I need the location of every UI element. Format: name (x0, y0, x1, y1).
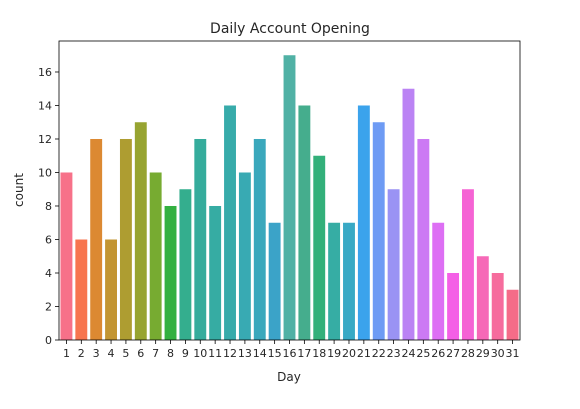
x-tick-label-day-17: 17 (297, 347, 311, 360)
y-tick-label: 4 (45, 267, 52, 280)
bar-day-27 (447, 273, 460, 340)
x-tick-label-day-14: 14 (253, 347, 267, 360)
x-tick-label-day-31: 31 (506, 347, 520, 360)
y-tick-label: 8 (45, 200, 52, 213)
x-tick-label-day-20: 20 (342, 347, 356, 360)
y-axis-label: count (12, 173, 26, 207)
x-tick-label-day-5: 5 (122, 347, 129, 360)
x-tick-label-day-13: 13 (238, 347, 252, 360)
bar-day-20 (343, 222, 355, 340)
bar-day-22 (372, 122, 385, 341)
x-tick-label-day-2: 2 (78, 347, 85, 360)
x-tick-label-day-30: 30 (491, 347, 505, 360)
bar-day-14 (253, 138, 266, 340)
bar-day-23 (387, 189, 400, 340)
x-tick-label-day-28: 28 (461, 347, 475, 360)
bar-day-25 (417, 138, 430, 340)
bar-day-26 (432, 222, 445, 340)
x-tick-label-day-21: 21 (357, 347, 371, 360)
x-tick-label-day-12: 12 (223, 347, 237, 360)
x-axis-ticks: 1 2 3 4 5 6 7 8 9 10 11 12 13 14 15 16 17 18 19 20 21 22 23 24 2… (63, 340, 520, 360)
bar-day-10 (194, 138, 207, 340)
y-tick-label: 2 (45, 301, 52, 314)
chart-title: Daily Account Opening (210, 21, 370, 37)
y-tick-label: 0 (45, 334, 52, 347)
bar-day-16 (283, 55, 296, 341)
x-tick-label-day-4: 4 (108, 347, 115, 360)
bar-day-13 (238, 172, 251, 340)
bar-day-19 (328, 222, 341, 340)
y-tick-label: 14 (38, 99, 52, 112)
bar-day-29 (476, 256, 489, 340)
x-tick-label-day-29: 29 (476, 347, 490, 360)
y-axis-ticks: 0 2 4 6 8 10 12 14 16 (38, 66, 59, 347)
x-tick-label-day-16: 16 (283, 347, 297, 360)
x-axis-label: Day (277, 370, 301, 384)
bar-day-5 (119, 138, 132, 340)
x-tick-label-day-3: 3 (93, 347, 100, 360)
y-tick-label: 16 (38, 66, 52, 79)
bar-day-24 (402, 88, 415, 341)
bar-day-21 (357, 105, 370, 341)
bar-day-8 (164, 205, 177, 340)
bar-day-4 (105, 239, 117, 340)
bar-day-17 (298, 105, 311, 341)
bar-day-11 (209, 205, 222, 340)
bar-day-7 (149, 172, 162, 340)
x-tick-label-day-18: 18 (312, 347, 326, 360)
bar-day-9 (179, 189, 192, 340)
bar-day-15 (268, 222, 281, 340)
x-tick-label-day-26: 26 (431, 347, 445, 360)
bar-day-31 (506, 289, 519, 340)
x-tick-label-day-11: 11 (208, 347, 222, 360)
bar-day-2 (75, 239, 88, 340)
y-tick-label: 12 (38, 133, 52, 146)
x-tick-label-day-6: 6 (137, 347, 144, 360)
x-tick-label-day-10: 10 (193, 347, 207, 360)
bar-day-1 (60, 172, 73, 340)
bar-day-6 (134, 122, 147, 341)
x-tick-label-day-27: 27 (446, 347, 460, 360)
x-tick-label-day-25: 25 (416, 347, 430, 360)
x-tick-label-day-22: 22 (372, 347, 386, 360)
x-tick-label-day-24: 24 (401, 347, 415, 360)
x-tick-label-day-7: 7 (152, 347, 159, 360)
bar-day-3 (90, 138, 103, 340)
y-tick-label: 6 (45, 234, 52, 247)
x-tick-label-day-1: 1 (63, 347, 70, 360)
bar-day-18 (313, 155, 326, 340)
x-tick-label-day-8: 8 (167, 347, 174, 360)
bar-day-30 (491, 273, 504, 340)
bar-day-28 (462, 189, 474, 340)
bars-group (60, 55, 519, 341)
bar-day-12 (224, 105, 236, 341)
x-tick-label-day-19: 19 (327, 347, 341, 360)
x-tick-label-day-23: 23 (387, 347, 401, 360)
y-tick-label: 10 (38, 166, 52, 179)
x-tick-label-day-9: 9 (182, 347, 189, 360)
x-tick-label-day-15: 15 (268, 347, 282, 360)
